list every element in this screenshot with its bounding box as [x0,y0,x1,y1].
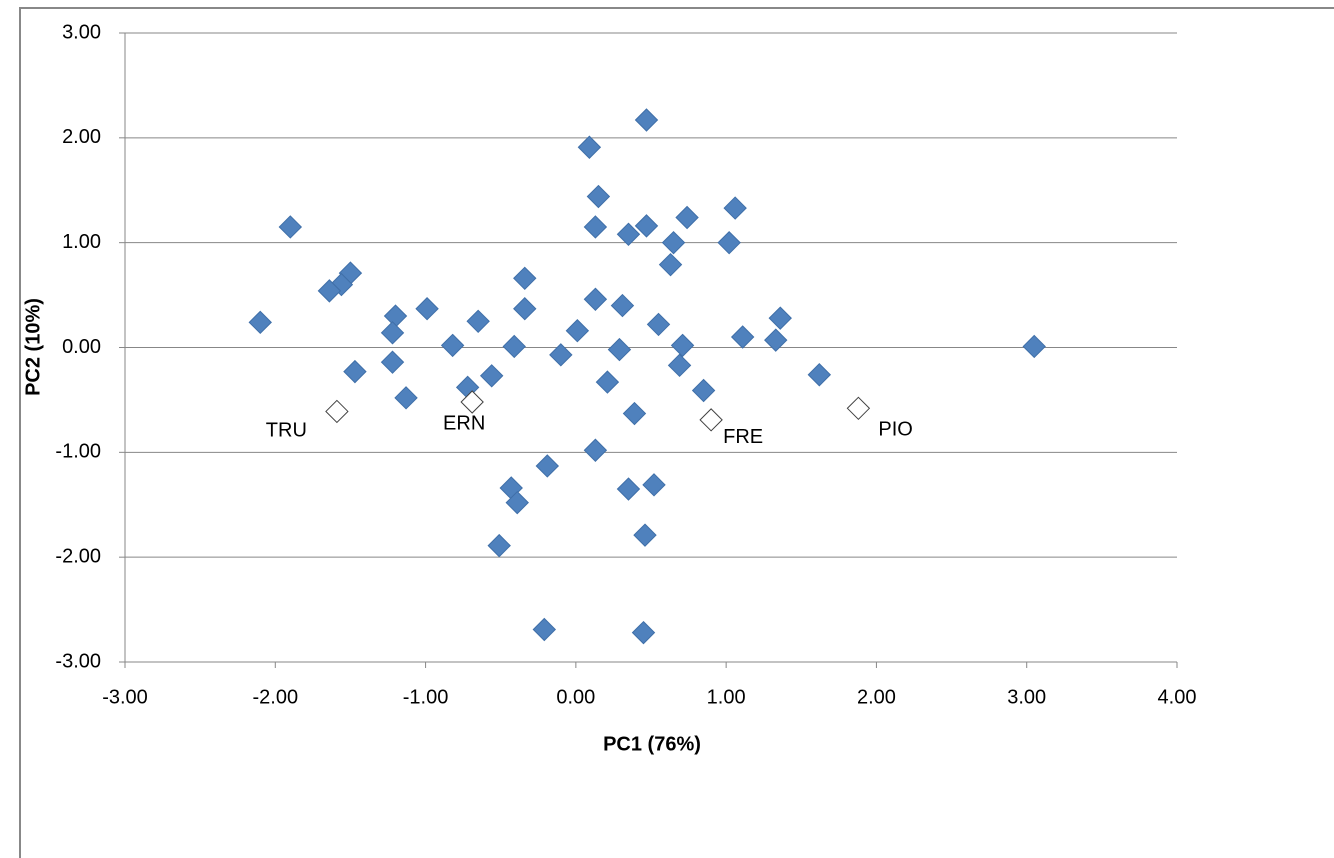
data-point [583,287,608,311]
data-point [675,205,699,230]
data-point [532,617,557,642]
y-tick-label: 0.00 [62,336,101,358]
chart-frame [19,7,1334,858]
data-point [699,408,723,432]
x-tick-label: 3.00 [1007,686,1046,708]
data-point [343,359,367,384]
data-point [502,334,526,359]
data-point [513,266,537,291]
data-point [248,310,272,335]
data-point [549,343,573,367]
data-point [329,272,354,297]
data-point [415,297,439,321]
data-point [768,306,792,330]
x-tick-label: 0.00 [556,686,595,708]
data-point [466,309,490,333]
data-point [607,337,632,362]
x-tick-label: 2.00 [857,686,896,708]
data-point [616,477,641,501]
data-point [565,319,590,343]
data-point [646,312,671,337]
data-point [505,490,529,515]
data-point [1022,334,1046,359]
data-point [513,297,537,321]
x-axis-title: PC1 (76%) [603,733,701,755]
data-point [723,196,747,220]
data-point [487,533,511,558]
data-point [394,386,418,410]
data-point [634,108,659,132]
data-point [631,620,656,645]
x-tick-label: -2.00 [252,686,298,708]
x-tick-label: -3.00 [102,686,148,708]
data-point [583,215,608,239]
data-point [595,370,620,394]
y-tick-label: 3.00 [62,21,101,43]
data-point [577,135,602,159]
data-point [670,333,695,358]
data-point [622,401,647,426]
y-axis-title: PC2 (10%) [22,298,44,396]
data-point [325,399,349,424]
point-label: TRU [266,420,307,442]
x-tick-label: -1.00 [403,686,449,708]
data-point [807,363,832,387]
y-tick-label: -2.00 [55,545,101,567]
data-point [846,396,871,421]
data-point [479,364,504,388]
data-point [380,321,405,345]
y-tick-label: 1.00 [62,231,101,253]
x-tick-label: 1.00 [707,686,746,708]
point-label: ERN [443,412,485,434]
y-tick-label: -3.00 [55,650,101,672]
data-point [633,523,657,547]
data-point [667,353,692,378]
x-tick-label: 4.00 [1158,686,1197,708]
y-tick-label: 2.00 [62,126,101,148]
data-point [658,252,683,277]
data-point [661,230,686,255]
data-point [586,184,611,209]
data-point [730,325,755,349]
data-point [380,350,405,374]
data-point [317,279,342,303]
data-point [634,214,659,238]
point-label: FRE [723,426,763,448]
data-point [616,222,641,246]
point-label: PIO [878,419,912,441]
data-point [440,333,465,358]
data-point [764,328,788,352]
data-point [610,293,635,318]
data-point [383,304,408,328]
data-point [642,473,666,497]
data-point [691,378,716,403]
data-point [535,454,560,478]
data-point [717,230,741,255]
data-point [583,438,608,462]
data-point [460,390,484,414]
data-point [278,215,303,239]
y-tick-label: -1.00 [55,441,101,463]
